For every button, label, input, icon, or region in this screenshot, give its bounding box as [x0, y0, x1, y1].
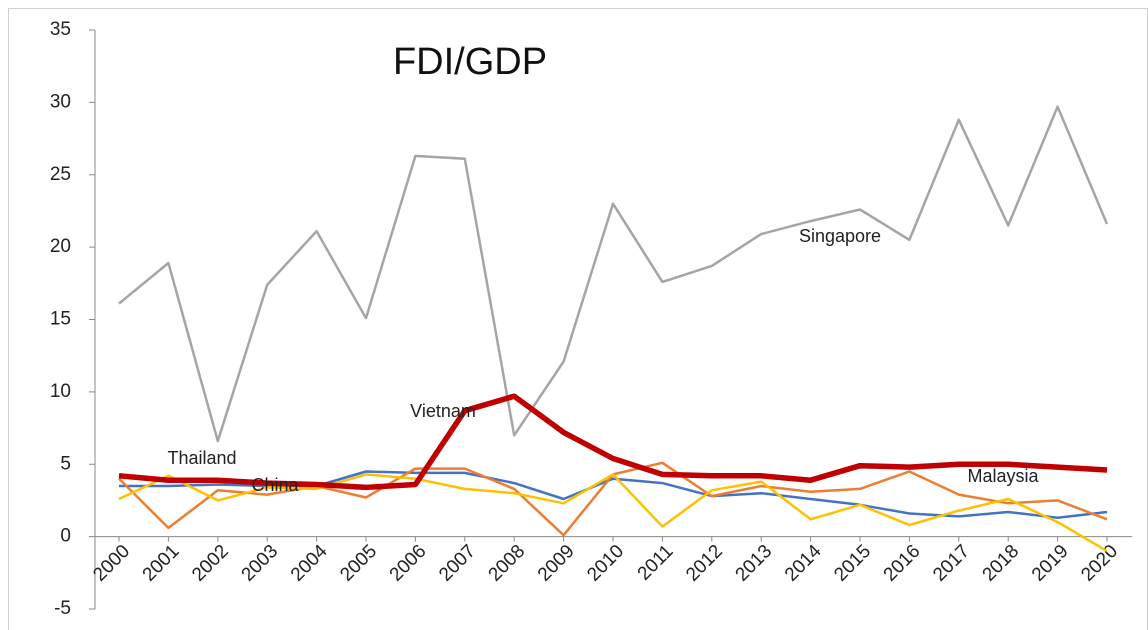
x-tick-label: 2002 — [188, 541, 233, 586]
x-tick-label: 2007 — [435, 541, 480, 586]
x-tick-label: 2016 — [880, 541, 925, 586]
series-label: Vietnam — [410, 401, 476, 421]
y-tick-label: 0 — [60, 526, 71, 547]
series-line — [118, 393, 1108, 491]
x-tick-label: 2013 — [732, 541, 777, 586]
series-label: China — [251, 475, 299, 495]
x-tick-label: 2006 — [386, 541, 431, 586]
x-tick-label: 2018 — [979, 541, 1024, 586]
y-tick-label: 20 — [50, 236, 71, 257]
x-tick-label: 2019 — [1028, 541, 1073, 586]
y-tick-label: 5 — [60, 453, 71, 474]
chart-title: FDI/GDP — [393, 41, 547, 83]
y-tick-label: -5 — [54, 598, 71, 619]
series-label: Malaysia — [967, 466, 1039, 486]
series-line — [118, 105, 1109, 443]
x-tick-label: 2004 — [287, 541, 332, 586]
x-tick-label: 2008 — [485, 541, 530, 586]
y-tick-label: 35 — [50, 19, 71, 40]
x-tick-label: 2000 — [89, 541, 134, 586]
x-tick-label: 2012 — [682, 541, 727, 586]
x-tick-label: 2003 — [238, 541, 283, 586]
x-tick-label: 2009 — [534, 541, 579, 586]
x-tick-label: 2011 — [634, 541, 678, 585]
y-tick-label: 30 — [50, 91, 71, 112]
series-label: Singapore — [799, 226, 881, 246]
series-line — [118, 473, 1108, 553]
x-tick-label: 2005 — [336, 541, 381, 586]
x-tick-label: 2015 — [830, 541, 875, 586]
series-label: Thailand — [167, 448, 236, 468]
y-tick-label: 15 — [50, 309, 71, 330]
y-tick-label: 25 — [50, 164, 71, 185]
x-tick-label: 2014 — [781, 541, 826, 586]
x-tick-label: 2001 — [139, 541, 184, 586]
x-tick-label: 2010 — [583, 541, 628, 586]
x-tick-label: 2017 — [929, 541, 974, 586]
y-tick-label: 10 — [50, 381, 71, 402]
